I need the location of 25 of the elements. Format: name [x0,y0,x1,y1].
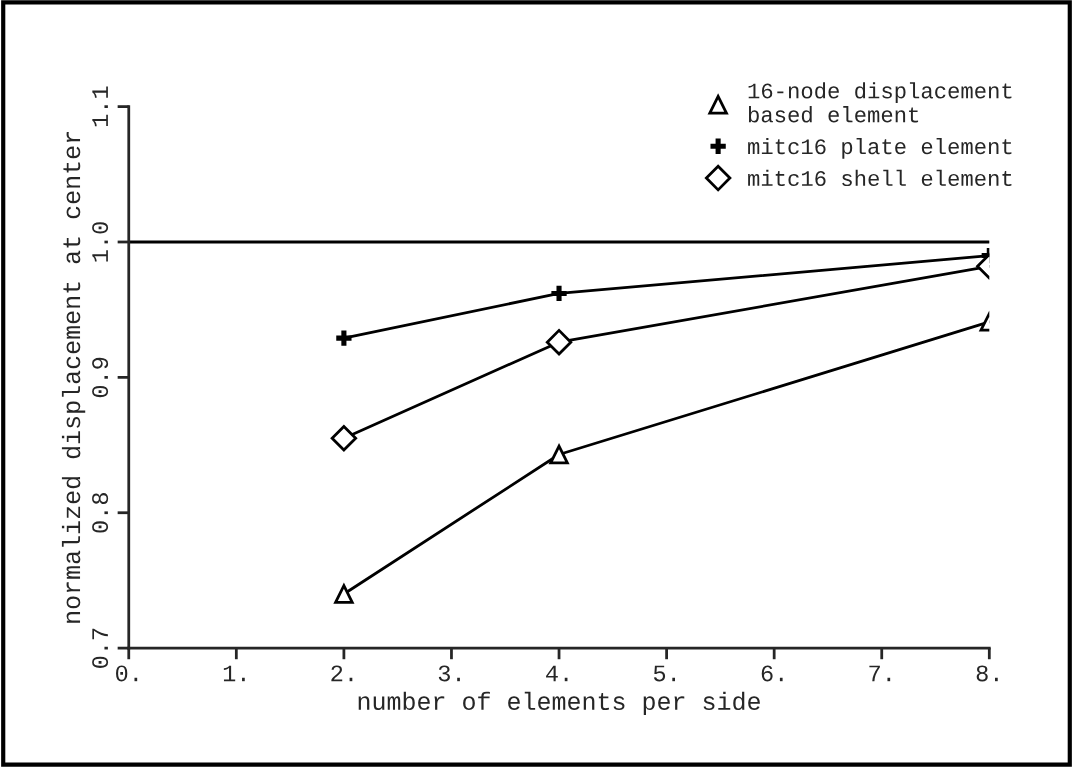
x-tick-label: 4. [546,665,568,682]
legend-label: mitc16 shell element [748,169,1012,187]
y-axis-title: normalized displacement at center [61,132,86,623]
point [549,444,569,465]
x-tick-label: 2. [331,665,353,682]
y-tick-label: 1.1 [92,86,108,127]
x-tick-label: 3. [438,665,460,682]
x-tick-label: 5. [653,665,676,682]
x-tick-label: 6. [761,665,783,682]
point [334,584,354,604]
x-tick-label: 0. [116,665,138,682]
point [336,330,352,346]
x-axis-title: number of elements per side [358,691,760,715]
point [545,328,573,356]
y-tick-label: 0.7 [92,628,109,668]
y-tick-label: 1.0 [92,222,109,262]
legend-label: 16-node displacement based element [748,82,1012,123]
legend-label: mitc16 plate element [748,137,1012,159]
y-tick-label: 0.8 [92,493,109,533]
x-tick-label: 7. [869,665,891,682]
point [551,285,567,302]
y-tick-label: 0.9 [92,357,109,398]
point [330,425,358,452]
x-tick-label: 1. [223,665,245,682]
x-tick-label: 8. [976,665,998,682]
